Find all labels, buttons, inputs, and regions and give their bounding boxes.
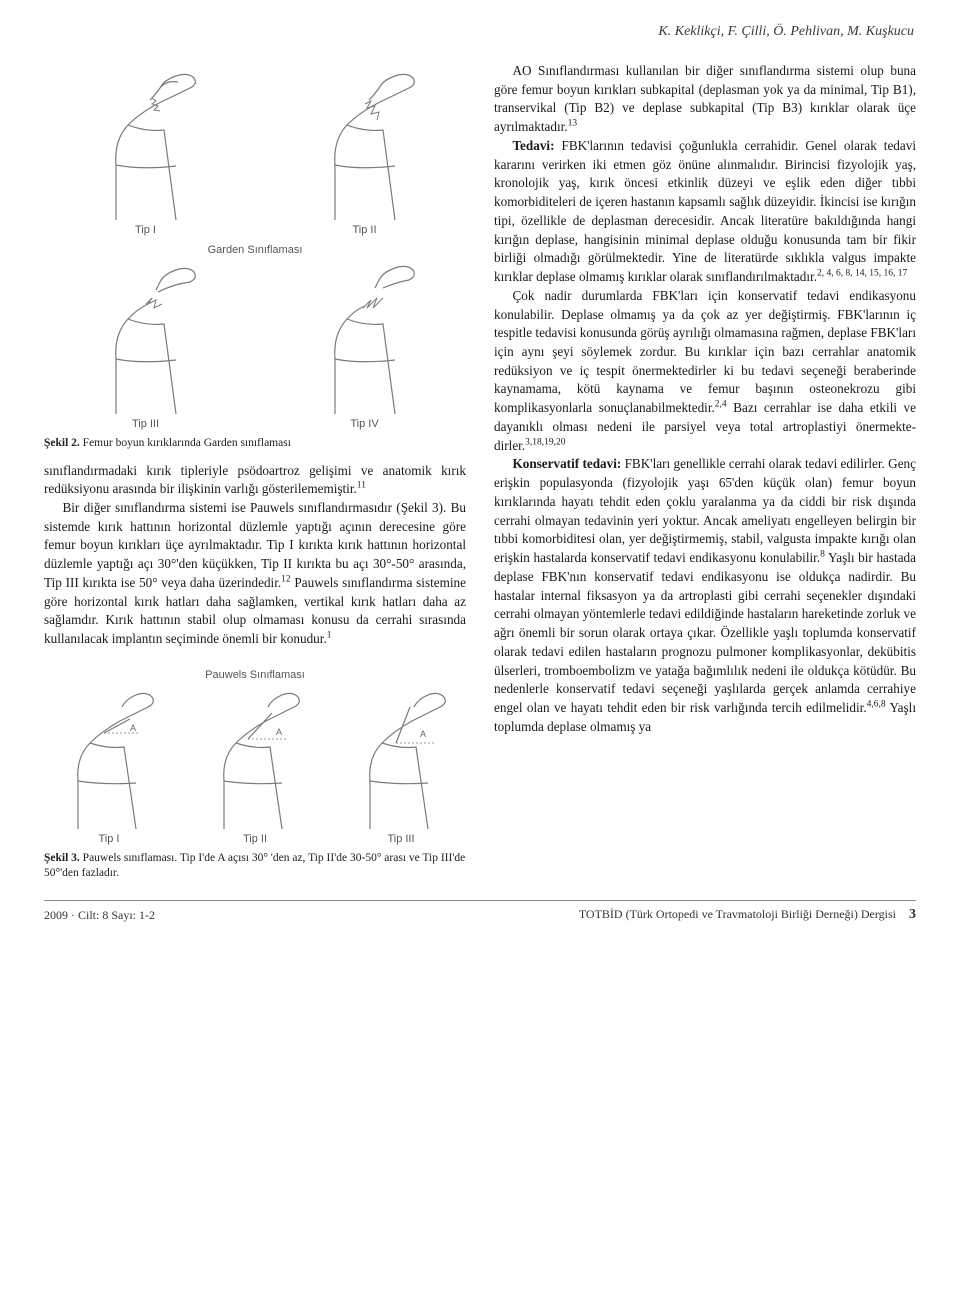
fig2-tip2-label: Tip II bbox=[352, 224, 376, 236]
fig2-tip1-label: Tip I bbox=[135, 224, 156, 236]
bone-icon bbox=[305, 70, 425, 220]
svg-text:A: A bbox=[420, 729, 426, 739]
figure-2-row-top: Tip I Tip II bbox=[44, 70, 466, 236]
fig2-tip2: Tip II bbox=[305, 70, 425, 236]
left-column: Tip I Tip II Garden Sınıflaması bbox=[44, 62, 466, 882]
citation-sup: 1 bbox=[327, 631, 332, 641]
right-p2-bold: Tedavi: bbox=[512, 138, 554, 153]
footer-issue: 2009 · Cilt: 8 Sayı: 1-2 bbox=[44, 908, 155, 923]
bone-icon: A bbox=[54, 689, 164, 829]
citation-sup: 12 bbox=[281, 575, 291, 585]
fig3-tip2: A Tip II bbox=[200, 689, 310, 845]
fig3-caption-text: Pauwels sınıflaması. Tip I'de A açısı 30… bbox=[44, 852, 465, 880]
footer-journal: TOTBİD (Türk Ortopedi ve Travmatoloji Bi… bbox=[579, 907, 896, 921]
fig3-caption-bold: Şekil 3. bbox=[44, 852, 80, 864]
citation-sup: 2, 4, 6, 8, 14, 15, 16, 17 bbox=[817, 269, 907, 279]
fig2-classlabel: Garden Sınıflaması bbox=[44, 244, 466, 256]
citation-sup: 4,6,8 bbox=[867, 700, 886, 710]
fig3-tip1: A Tip I bbox=[54, 689, 164, 845]
right-p4a-text: FBK'ları genellikle cerrahi olarak tedav… bbox=[494, 456, 916, 565]
citation-sup: 3,18,19,20 bbox=[525, 437, 565, 447]
fig2-caption-text: Femur boyun kırıklarında Garden sınıflam… bbox=[80, 437, 291, 449]
fig2-tip3: Tip III bbox=[86, 264, 206, 430]
page-footer: 2009 · Cilt: 8 Sayı: 1-2 TOTBİD (Türk Or… bbox=[44, 900, 916, 923]
svg-text:A: A bbox=[276, 727, 282, 737]
bone-icon bbox=[305, 264, 425, 414]
citation-sup: 2,4 bbox=[715, 400, 727, 410]
bone-icon bbox=[86, 70, 206, 220]
fig3-tip3-label: Tip III bbox=[387, 833, 414, 845]
right-para-1: AO Sınıflandırması kullanılan bir diğer … bbox=[494, 62, 916, 137]
left-p1-text: sınıflandırmadaki kırık tipleriyle psödo… bbox=[44, 463, 466, 497]
figure-2-caption: Şekil 2. Femur boyun kırıklarında Garden… bbox=[44, 436, 466, 452]
right-p4-bold: Konservatif tedavi: bbox=[512, 456, 621, 471]
running-head: K. Keklikçi, F. Çilli, Ö. Pehlivan, M. K… bbox=[44, 24, 916, 40]
fig3-classlabel: Pauwels Sınıflaması bbox=[44, 669, 466, 681]
fig2-tip4: Tip IV bbox=[305, 264, 425, 430]
bone-icon: A bbox=[200, 689, 310, 829]
bone-icon: A bbox=[346, 689, 456, 829]
fig3-tip1-label: Tip I bbox=[99, 833, 120, 845]
fig3-tip3: A Tip III bbox=[346, 689, 456, 845]
figure-3: Pauwels Sınıflaması A Tip I bbox=[44, 661, 466, 882]
figure-2-row-bottom: Tip III Tip IV bbox=[44, 264, 466, 430]
right-para-4: Konservatif tedavi: FBK'ları genellikle … bbox=[494, 455, 916, 736]
left-para-1: sınıflandırmadaki kırık tipleriyle psödo… bbox=[44, 462, 466, 499]
citation-sup: 13 bbox=[568, 119, 578, 129]
right-para-2: Tedavi: FBK'larının tedavisi çoğunlukla … bbox=[494, 137, 916, 287]
citation-sup: 11 bbox=[357, 481, 366, 491]
right-p4b-text: Yaşlı bir hastada deplase FBK'nın konser… bbox=[494, 550, 916, 715]
fig2-caption-bold: Şekil 2. bbox=[44, 437, 80, 449]
figure-3-row: A Tip I A Tip II bbox=[44, 689, 466, 845]
bone-icon bbox=[86, 264, 206, 414]
right-column: AO Sınıflandırması kullanılan bir diğer … bbox=[494, 62, 916, 882]
fig2-tip1: Tip I bbox=[86, 70, 206, 236]
fig2-tip4-label: Tip IV bbox=[350, 418, 378, 430]
svg-text:A: A bbox=[130, 723, 136, 733]
right-p1-text: AO Sınıflandırması kullanılan bir diğer … bbox=[494, 63, 916, 134]
left-para-2: Bir diğer sınıflandırma sistemi ise Pauw… bbox=[44, 499, 466, 649]
figure-3-caption: Şekil 3. Pauwels sınıflaması. Tip I'de A… bbox=[44, 851, 466, 882]
fig2-tip3-label: Tip III bbox=[132, 418, 159, 430]
right-p3a-text: Çok nadir durumlarda FBK'ları için konse… bbox=[494, 288, 916, 415]
two-column-layout: Tip I Tip II Garden Sınıflaması bbox=[44, 62, 916, 882]
fig3-tip2-label: Tip II bbox=[243, 833, 267, 845]
right-para-3: Çok nadir durumlarda FBK'ları için konse… bbox=[494, 287, 916, 456]
figure-2: Tip I Tip II Garden Sınıflaması bbox=[44, 62, 466, 452]
footer-page-number: 3 bbox=[899, 907, 916, 922]
right-p2a-text: FBK'larının tedavisi çoğunlukla cerrahid… bbox=[494, 138, 916, 284]
